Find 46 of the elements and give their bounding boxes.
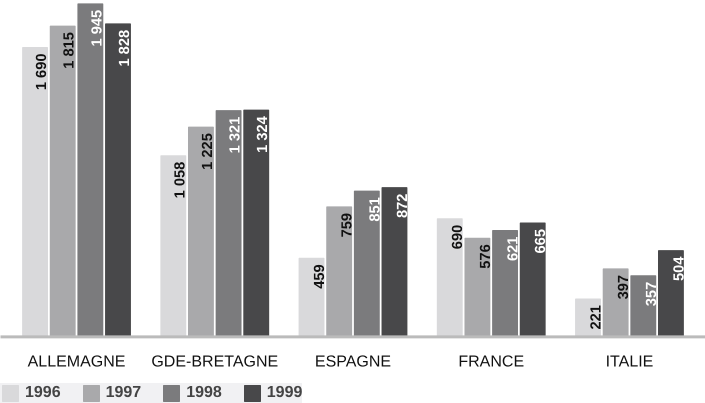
bar: [326, 206, 352, 338]
bar: [160, 155, 186, 338]
data-label: 621: [506, 236, 522, 262]
x-tick-label: ESPAGNE: [314, 353, 392, 370]
bar: [382, 187, 408, 338]
bar: [22, 46, 48, 338]
data-label: 504: [671, 256, 688, 282]
data-label: 397: [616, 274, 632, 300]
data-label: 759: [340, 212, 356, 238]
data-label: 1 690: [34, 53, 50, 90]
bar: [464, 238, 490, 338]
data-label: 665: [533, 229, 550, 254]
bar: [243, 110, 270, 338]
bar: [520, 222, 546, 338]
x-tick-label: FRANCE: [458, 353, 524, 370]
bar: [105, 23, 131, 338]
legend-label: 1996: [25, 384, 61, 402]
bar: [77, 3, 104, 338]
x-tick-label: GDE-BRETAGNE: [151, 353, 278, 370]
data-label: 221: [588, 305, 604, 330]
bar: [216, 110, 242, 338]
bar: [298, 258, 324, 338]
data-label: 1 225: [200, 133, 216, 170]
bar: [354, 190, 380, 338]
data-label: 1 945: [89, 10, 106, 47]
legend-label: 1997: [106, 384, 142, 402]
bar: [492, 230, 518, 338]
data-label: 1 828: [117, 30, 133, 67]
data-label: 576: [478, 244, 494, 269]
x-tick-label: ITALIE: [606, 353, 654, 370]
bar: [436, 218, 463, 338]
data-label: 357: [644, 282, 660, 306]
data-label: 459: [312, 264, 328, 289]
data-label: 1 324: [255, 115, 272, 153]
data-label: 1 058: [172, 162, 188, 198]
data-label: 872: [394, 194, 411, 218]
data-label: 690: [450, 224, 466, 250]
data-label: 1 815: [62, 32, 78, 69]
bar: [658, 250, 684, 338]
data-label: 851: [367, 197, 384, 222]
legend-label: 1999: [266, 384, 302, 402]
legend-label: 1998: [186, 384, 222, 402]
data-label: 1 321: [228, 116, 244, 154]
bar: [188, 126, 214, 338]
bar: [50, 26, 76, 338]
x-tick-label: ALLEMAGNE: [28, 353, 126, 370]
